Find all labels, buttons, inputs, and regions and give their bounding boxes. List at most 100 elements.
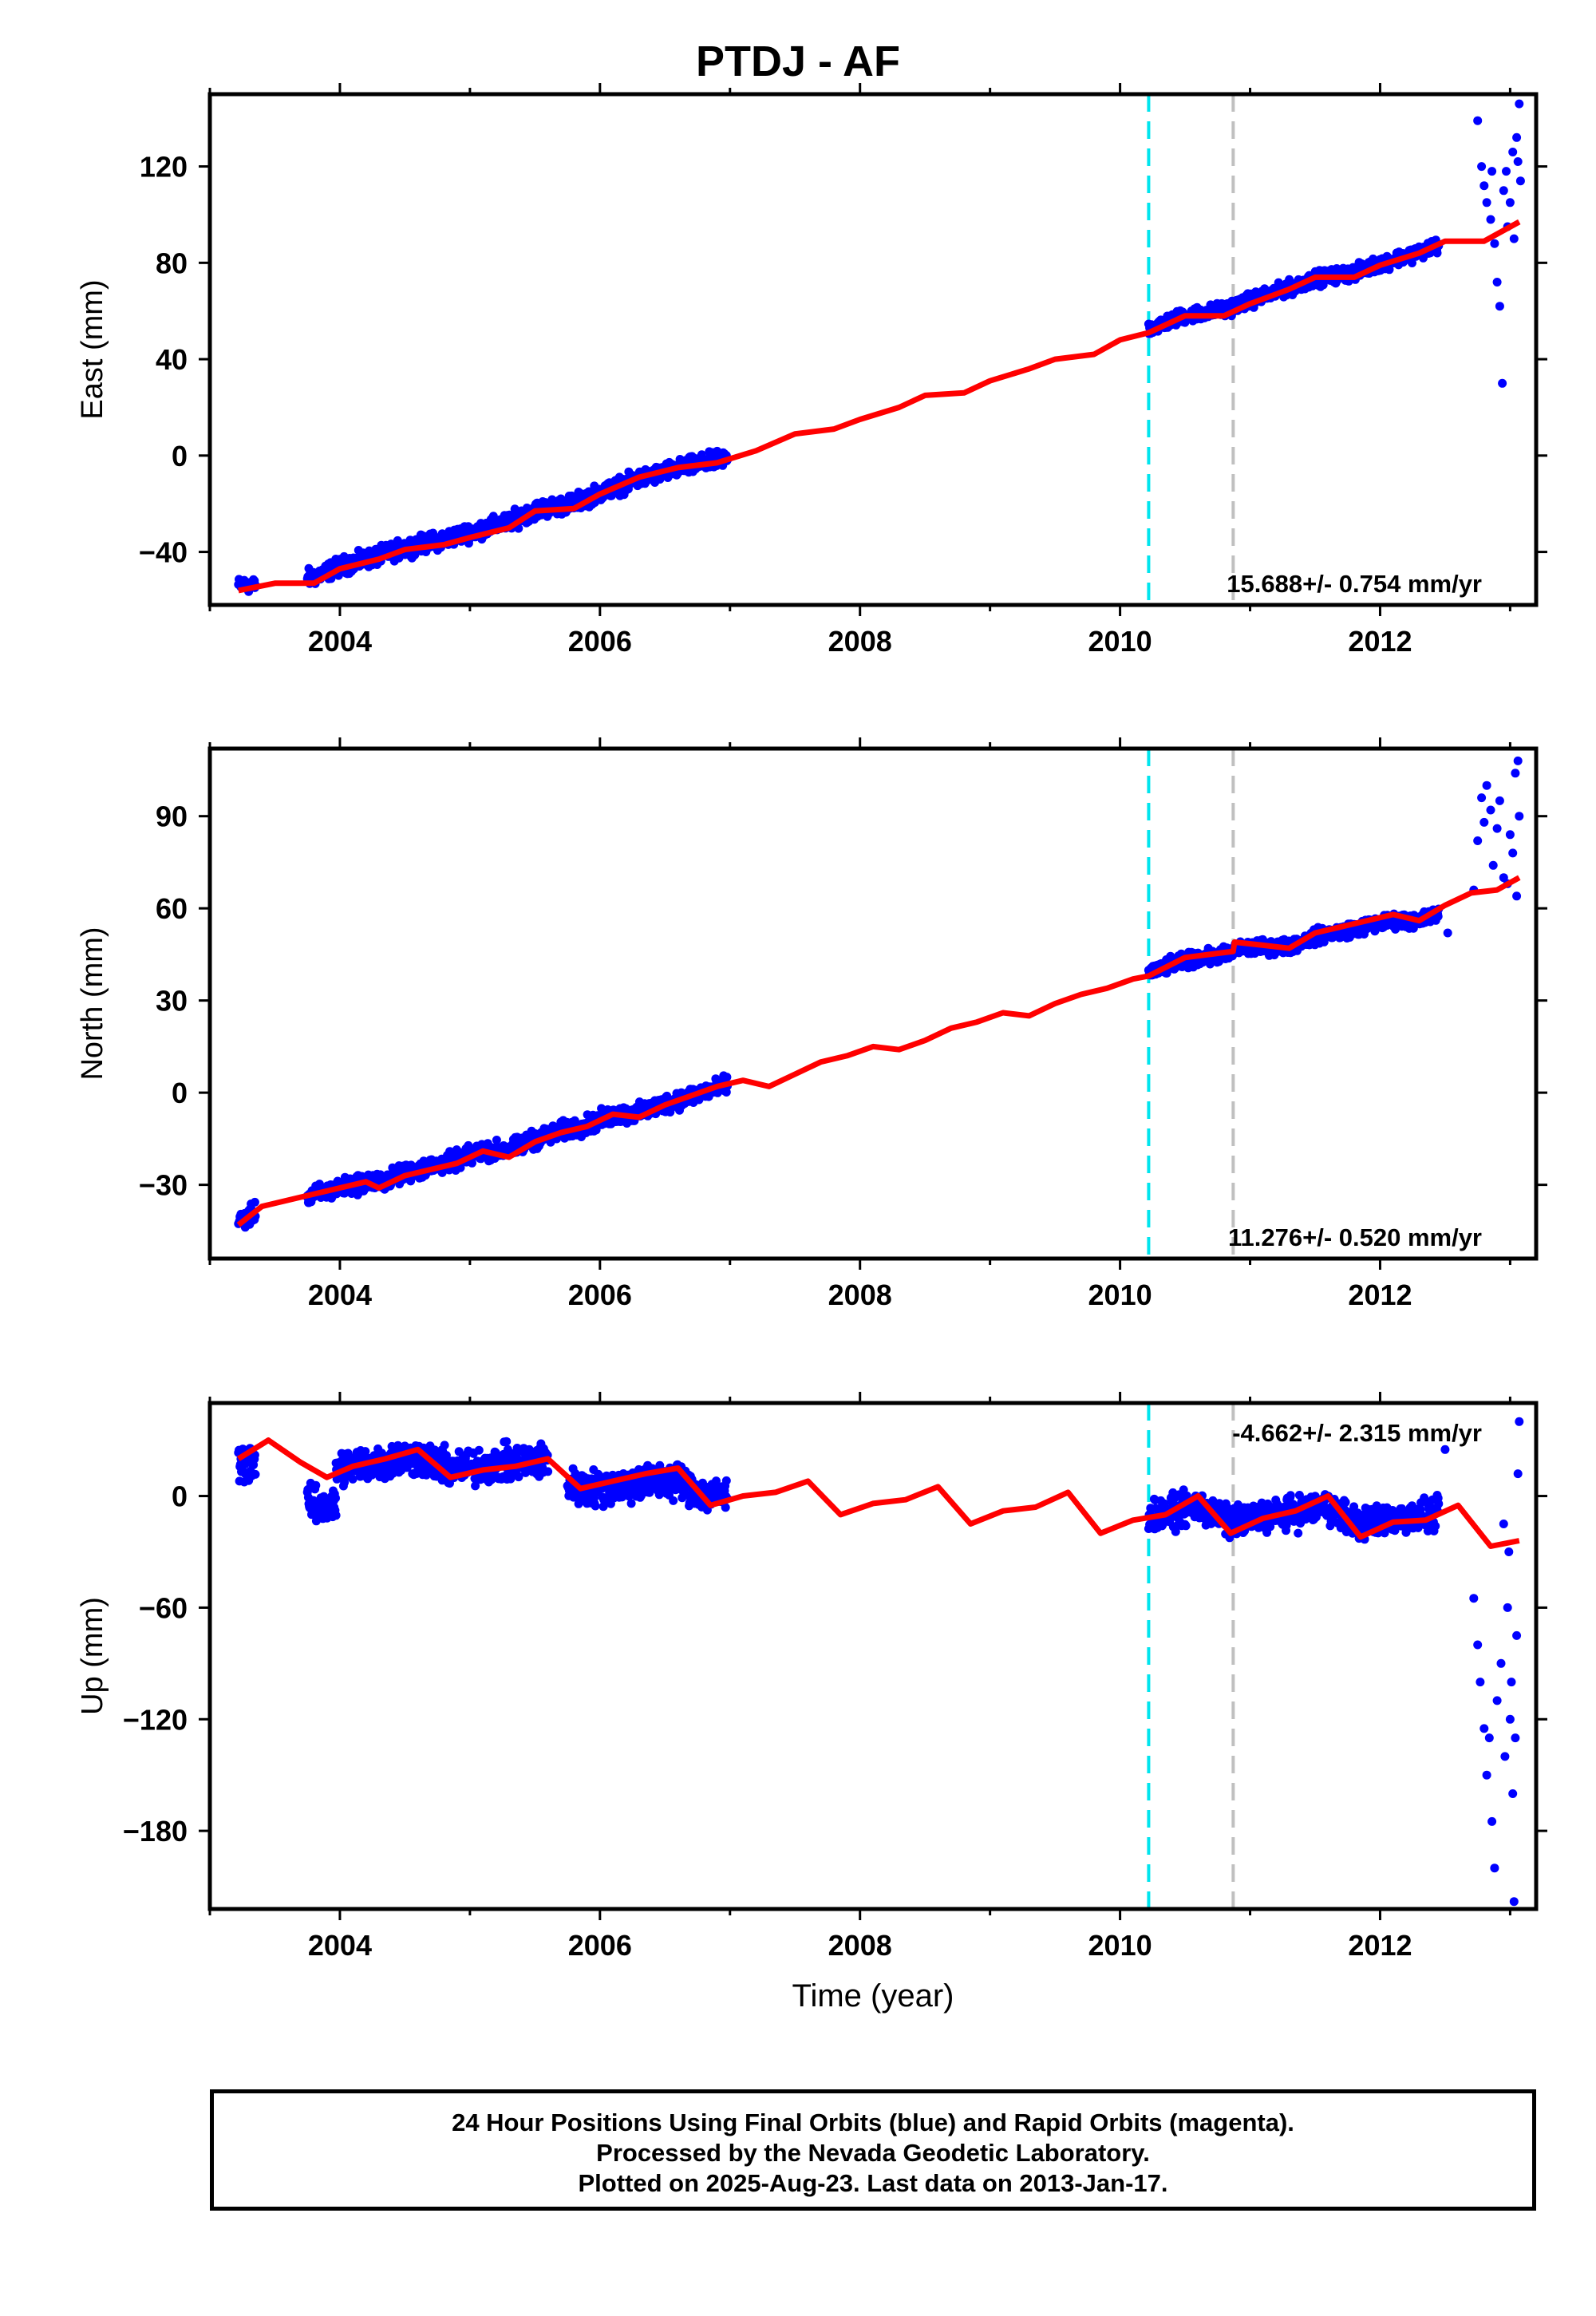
- y-tick-label: 60: [156, 892, 188, 925]
- data-point: [514, 1472, 523, 1482]
- y-tick-label: −30: [139, 1169, 188, 1202]
- y-axis-label-up: Up (mm): [76, 1597, 109, 1715]
- data-point: [1473, 1640, 1483, 1650]
- data-point: [1408, 1501, 1416, 1511]
- x-tick-label: 2004: [308, 625, 372, 658]
- data-point: [1490, 1863, 1499, 1873]
- data-point: [1513, 1469, 1523, 1479]
- data-point: [474, 1445, 484, 1455]
- y-tick-label: −40: [139, 536, 188, 569]
- data-point: [1512, 1630, 1522, 1640]
- data-point: [1508, 848, 1518, 858]
- data-point: [1492, 1696, 1502, 1705]
- y-tick-label: −180: [123, 1815, 188, 1848]
- data-point: [1434, 1499, 1444, 1508]
- data-point: [1479, 181, 1489, 191]
- data-point: [492, 1136, 501, 1144]
- data-point: [1484, 1733, 1494, 1743]
- data-point: [1416, 1504, 1425, 1514]
- x-tick-label: 2006: [568, 1279, 632, 1311]
- data-points-east: [234, 99, 1525, 596]
- y-tick-label: 90: [156, 800, 188, 833]
- data-points-north: [234, 756, 1524, 1232]
- data-point: [1482, 781, 1491, 790]
- plot-frame-up: [207, 1401, 1539, 1911]
- data-point: [1431, 1521, 1440, 1531]
- data-point: [1500, 1752, 1510, 1761]
- data-point: [1473, 836, 1483, 845]
- data-point: [626, 1499, 636, 1508]
- footer-line-3: Plotted on 2025-Aug-23. Last data on 201…: [578, 2169, 1168, 2197]
- footer-caption-box: 24 Hour Positions Using Final Orbits (bl…: [210, 2089, 1536, 2211]
- data-points-up: [234, 1417, 1524, 1907]
- x-tick-label: 2012: [1348, 625, 1412, 658]
- data-point: [331, 1493, 340, 1503]
- data-point: [1479, 1724, 1489, 1733]
- data-point: [1223, 1503, 1232, 1512]
- data-point: [1488, 860, 1498, 870]
- data-point: [1512, 132, 1522, 142]
- data-point: [1476, 1678, 1485, 1687]
- data-point: [1341, 1497, 1350, 1507]
- data-point: [1487, 167, 1497, 176]
- data-point: [1469, 1594, 1479, 1603]
- data-point: [348, 1474, 358, 1484]
- x-tick-label: 2008: [828, 625, 892, 658]
- model-fit-line-east: [238, 219, 1521, 594]
- y-tick-label: 80: [156, 247, 188, 279]
- x-tick-label: 2004: [308, 1279, 372, 1311]
- data-point: [1496, 1658, 1506, 1668]
- data-point: [1385, 265, 1394, 275]
- data-point: [1433, 911, 1443, 921]
- data-point: [1477, 162, 1487, 172]
- data-point: [1486, 805, 1495, 815]
- data-point: [1508, 1789, 1518, 1798]
- data-point: [1504, 1547, 1514, 1556]
- data-point: [721, 1503, 730, 1512]
- model-fit-line-up: [236, 1437, 1520, 1549]
- data-point: [471, 1481, 480, 1491]
- data-point: [1505, 830, 1515, 840]
- x-tick-label: 2008: [828, 1929, 892, 1962]
- y-axis-label-north: North (mm): [76, 927, 109, 1080]
- x-tick-label: 2004: [308, 1929, 372, 1962]
- data-point: [1515, 812, 1524, 821]
- data-point: [1477, 793, 1487, 803]
- data-point: [502, 1437, 512, 1446]
- plot-frame-north: [207, 746, 1539, 1261]
- data-point: [1495, 796, 1504, 805]
- data-point: [1513, 157, 1523, 166]
- data-point: [1443, 928, 1452, 938]
- y-tick-label: −120: [123, 1703, 188, 1736]
- data-point: [1515, 1417, 1524, 1426]
- x-tick-label: 2010: [1088, 1929, 1152, 1962]
- data-point: [543, 1467, 553, 1476]
- data-point: [331, 1511, 341, 1520]
- x-tick-label: 2006: [568, 625, 632, 658]
- data-point: [721, 1476, 731, 1485]
- data-point: [1490, 239, 1499, 248]
- data-point: [441, 1451, 451, 1460]
- rate-label-up: -4.662+/- 2.315 mm/yr: [1232, 1419, 1482, 1447]
- data-point: [1294, 1528, 1303, 1538]
- data-point: [1499, 1520, 1508, 1528]
- chart-title: PTDJ - AF: [696, 38, 900, 85]
- data-point: [1509, 234, 1519, 243]
- footer-line-1: 24 Hour Positions Using Final Orbits (bl…: [452, 2109, 1294, 2136]
- x-tick-label: 2012: [1348, 1929, 1412, 1962]
- x-tick-label: 2008: [828, 1279, 892, 1311]
- data-point: [722, 1073, 732, 1082]
- x-tick-label: 2010: [1088, 625, 1152, 658]
- data-point: [361, 1447, 370, 1456]
- data-point: [311, 1480, 321, 1490]
- y-tick-label: −60: [139, 1591, 188, 1624]
- data-point: [1473, 116, 1483, 125]
- data-point: [1482, 1770, 1491, 1780]
- data-point: [1508, 148, 1518, 156]
- data-point: [1509, 1897, 1519, 1907]
- plot-frame-east: [207, 92, 1539, 607]
- data-point: [251, 1469, 260, 1479]
- data-point: [1495, 302, 1504, 311]
